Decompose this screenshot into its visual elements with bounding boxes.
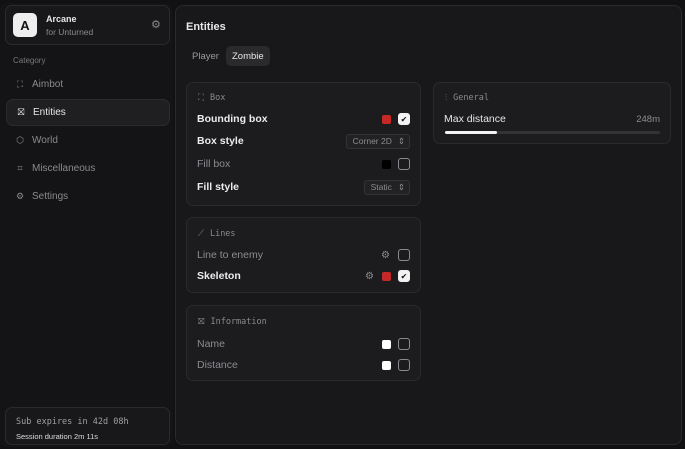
distance-row: Distance <box>197 356 410 374</box>
fill-style-select[interactable]: Static ⇕ <box>363 179 410 195</box>
fill-style-row: Fill style Static ⇕ <box>197 178 410 196</box>
checkbox[interactable] <box>398 158 410 170</box>
label: Fill box <box>197 158 231 170</box>
label: Settings <box>32 191 69 202</box>
max-distance-row: Max distance 248m <box>444 110 660 128</box>
label: Entities <box>33 107 66 118</box>
app-logo: A <box>13 13 37 37</box>
label: Aimbot <box>32 79 64 90</box>
cube-icon: ⬡ <box>16 135 24 145</box>
sidebar-item-settings[interactable]: ⚙ Settings <box>6 183 170 210</box>
label: Skeleton <box>197 270 241 282</box>
title: General <box>453 93 489 103</box>
value: Corner 2D <box>352 136 392 146</box>
label: Name <box>197 338 226 350</box>
general-header: ⫶ General <box>445 93 489 103</box>
lines-header: ⟋ Lines <box>198 229 236 239</box>
sidebar-item-miscellaneous[interactable]: ⌗ Miscellaneous <box>6 155 170 182</box>
color-swatch[interactable] <box>382 339 391 349</box>
label: World <box>32 135 58 146</box>
box-header: ⛶ Box <box>198 93 225 103</box>
value: Static <box>370 182 392 192</box>
session-duration: Session duration 2m 11s <box>16 432 98 441</box>
information-card: ⛝ Information Name Distance <box>186 305 421 381</box>
sidebar-item-world[interactable]: ⬡ World <box>6 127 170 154</box>
checkbox[interactable] <box>398 249 410 261</box>
page-title: Entities <box>186 21 226 33</box>
max-distance-value: 248m <box>636 113 660 125</box>
scan-icon: ⛝ <box>17 107 25 117</box>
gear-icon: ⚙ <box>15 191 25 201</box>
title: Box <box>209 93 226 103</box>
sidebar-item-aimbot[interactable]: ⛶ Aimbot <box>6 71 170 98</box>
fill-box-row: Fill box <box>197 155 410 173</box>
general-card: ⫶ General Max distance 248m <box>433 82 671 144</box>
app-subtitle: for Unturned <box>46 27 94 37</box>
title: Lines <box>209 229 236 239</box>
app-name: Arcane <box>46 14 77 24</box>
label: Distance <box>197 359 238 371</box>
scan-icon: ⛝ <box>198 317 205 327</box>
checkbox[interactable]: ✔ <box>398 270 410 282</box>
gear-icon[interactable]: ⚙ <box>365 270 374 282</box>
checkbox[interactable] <box>398 359 410 371</box>
bounding-box-row: Bounding box ✔ <box>197 110 410 128</box>
subscription-text: Sub expires in 42d 08h <box>16 417 129 427</box>
box-icon: ⛶ <box>198 93 204 103</box>
label: Bounding box <box>197 113 268 125</box>
tab-player[interactable]: Player <box>192 50 219 62</box>
grid-icon: ⌗ <box>17 163 23 173</box>
chevron-updown-icon: ⇕ <box>397 135 405 146</box>
sidebar-item-entities[interactable]: ⛝ Entities <box>6 99 170 126</box>
crosshair-icon: ⛶ <box>16 79 24 89</box>
tab-zombie[interactable]: Zombie <box>226 46 270 66</box>
checkbox[interactable] <box>398 338 410 350</box>
max-distance-slider[interactable] <box>445 131 660 134</box>
checkbox[interactable]: ✔ <box>398 113 410 125</box>
category-label: Category <box>13 56 46 65</box>
title: Information <box>210 317 267 327</box>
box-style-row: Box style Corner 2D ⇕ <box>197 132 410 150</box>
sidebar <box>0 3 173 447</box>
subscription-card: Sub expires in 42d 08h Session duration … <box>5 407 170 445</box>
box-card: ⛶ Box Bounding box ✔ Box style Corner 2D ⇕ F… <box>186 82 421 206</box>
label: Miscellaneous <box>32 163 96 174</box>
settings-gear-icon[interactable]: ⚙ <box>151 19 161 31</box>
label: Max distance <box>444 113 506 125</box>
label: Box style <box>197 135 244 147</box>
line-icon: ⟋ <box>198 229 204 239</box>
label: Fill style <box>197 181 240 193</box>
app-header: A Arcane for Unturned ⚙ <box>5 5 170 45</box>
sliders-icon: ⫶ <box>445 93 448 103</box>
line-to-enemy-row: Line to enemy ⚙ <box>197 246 410 264</box>
box-style-select[interactable]: Corner 2D ⇕ <box>345 133 410 149</box>
slider-fill <box>445 131 497 134</box>
color-swatch[interactable] <box>382 271 391 281</box>
information-header: ⛝ Information <box>198 317 267 327</box>
lines-card: ⟋ Lines Line to enemy ⚙ Skeleton ⚙ ✔ <box>186 217 421 293</box>
gear-icon[interactable]: ⚙ <box>381 249 390 261</box>
skeleton-row: Skeleton ⚙ ✔ <box>197 267 410 285</box>
chevron-updown-icon: ⇕ <box>397 181 405 192</box>
label: Line to enemy <box>197 249 263 261</box>
color-swatch[interactable] <box>382 114 391 124</box>
color-swatch[interactable] <box>382 360 391 370</box>
color-swatch[interactable] <box>382 159 391 169</box>
name-row: Name <box>197 335 410 353</box>
